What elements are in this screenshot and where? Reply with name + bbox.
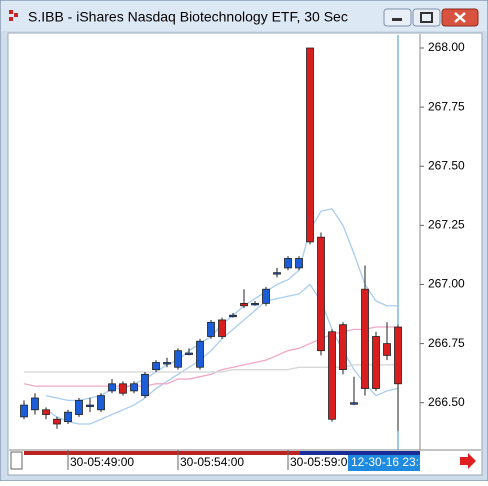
candle-body xyxy=(31,397,39,411)
y-tick-label: 268.00 xyxy=(428,40,465,54)
candle-body xyxy=(75,399,83,415)
candle-body xyxy=(284,258,292,269)
close-button[interactable] xyxy=(441,8,479,27)
chart-panel xyxy=(7,32,483,476)
candle-body xyxy=(130,383,138,392)
candle-body xyxy=(20,404,28,418)
candle-body xyxy=(174,350,182,368)
candle-body xyxy=(97,395,105,411)
candle-body xyxy=(86,404,94,407)
candle-body xyxy=(163,362,171,365)
candle-body xyxy=(119,383,127,394)
candle-body xyxy=(185,352,193,355)
x-tick-label: 30-05:49:00 xyxy=(70,455,134,469)
candle-body xyxy=(262,288,270,304)
y-tick-label: 266.75 xyxy=(428,336,465,350)
candle-body xyxy=(361,288,369,389)
candle-body xyxy=(317,236,325,352)
candle-body xyxy=(394,326,402,385)
candle-body xyxy=(53,418,61,425)
app-icon xyxy=(9,10,18,21)
scroll-handle[interactable] xyxy=(10,451,23,470)
candle-body xyxy=(141,373,149,397)
candle-body xyxy=(306,47,314,243)
cursor-label: 12-30-16 23:34:00 xyxy=(351,455,449,469)
candle-body xyxy=(251,302,259,306)
scroll-thumb[interactable] xyxy=(300,451,420,455)
candle-body xyxy=(240,302,248,307)
candle-body xyxy=(218,319,226,337)
candle-body xyxy=(196,340,204,368)
scroll-right-arrow[interactable] xyxy=(460,453,476,469)
scroll-range xyxy=(24,451,300,455)
candle-body xyxy=(372,336,380,389)
candle-body xyxy=(383,343,391,356)
candle-body xyxy=(42,409,50,415)
y-tick-label: 266.50 xyxy=(428,395,465,409)
candle-body xyxy=(229,314,237,318)
x-tick-label: 30-05:54:00 xyxy=(180,455,244,469)
window-title: S.IBB - iShares Nasdaq Biotechnology ETF… xyxy=(28,9,348,25)
candle-body xyxy=(108,383,116,392)
candle-body xyxy=(328,331,336,420)
candle-body xyxy=(350,402,358,405)
y-tick-label: 267.50 xyxy=(428,158,465,172)
candle-body xyxy=(207,321,215,337)
candle-body xyxy=(339,324,347,371)
candle-body xyxy=(273,272,281,275)
candle-body xyxy=(152,362,160,371)
y-tick-label: 267.75 xyxy=(428,99,465,113)
x-tick-label: 30-05:59:00 xyxy=(290,455,354,469)
minimize-button[interactable] xyxy=(383,8,412,27)
candle-body xyxy=(295,258,303,269)
cursor-label-box xyxy=(348,455,420,471)
candle-body xyxy=(64,411,72,423)
y-tick-label: 267.00 xyxy=(428,277,465,291)
maximize-button[interactable] xyxy=(412,8,441,27)
y-tick-label: 267.25 xyxy=(428,218,465,232)
